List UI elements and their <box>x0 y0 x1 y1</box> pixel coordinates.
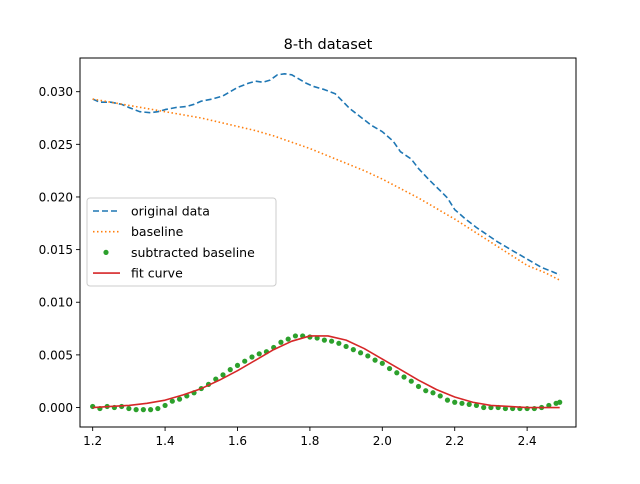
series-line-fit-curve <box>92 335 560 409</box>
data-point <box>133 407 139 413</box>
plot-area <box>90 72 563 413</box>
data-point <box>155 405 161 412</box>
data-point <box>481 404 487 411</box>
y-tick-label: 0.005 <box>39 348 73 362</box>
y-tick-label: 0.015 <box>39 243 73 257</box>
data-point <box>386 365 393 372</box>
data-point <box>321 337 327 343</box>
data-point <box>452 399 458 405</box>
data-point <box>176 396 183 402</box>
data-point <box>415 383 422 390</box>
data-point <box>234 362 241 369</box>
x-tick-label: 2.4 <box>518 434 537 448</box>
data-point <box>557 399 563 405</box>
data-point <box>285 336 291 342</box>
data-point <box>278 339 284 345</box>
y-axis: 0.000 0.005 0.010 0.015 0.020 0.025 0.030 <box>39 85 80 415</box>
data-point <box>423 388 429 394</box>
data-point <box>350 347 356 353</box>
y-tick-label: 0.025 <box>39 138 73 152</box>
x-tick-label: 1.2 <box>83 434 102 448</box>
y-tick-label: 0.000 <box>39 401 73 415</box>
data-point <box>444 397 451 403</box>
series-line-baseline <box>92 98 561 281</box>
data-point <box>379 360 385 366</box>
data-point <box>430 390 436 396</box>
y-tick-label: 0.010 <box>39 296 73 310</box>
data-point <box>169 398 175 404</box>
data-point <box>220 372 226 378</box>
legend-label: baseline <box>131 224 184 239</box>
data-point <box>365 353 371 359</box>
data-point <box>314 335 320 341</box>
series-line-original-data <box>92 72 561 276</box>
data-point <box>126 405 132 412</box>
data-point <box>473 402 480 409</box>
data-point <box>148 407 154 413</box>
data-point <box>227 367 233 373</box>
y-tick-label: 0.020 <box>39 190 73 204</box>
data-point <box>401 374 407 380</box>
data-point <box>336 340 342 346</box>
chart-title: 8-th dataset <box>284 37 373 53</box>
legend-box <box>86 197 277 287</box>
x-tick-label: 2.0 <box>373 434 392 448</box>
legend: original data baseline subtracted baseline… <box>86 197 277 287</box>
x-tick-label: 1.6 <box>228 434 247 448</box>
data-point <box>329 338 335 344</box>
data-point <box>394 370 400 376</box>
data-point <box>459 400 465 406</box>
x-axis: 1.2 1.4 1.6 1.8 2.0 2.2 2.4 <box>83 427 537 448</box>
data-point <box>437 393 443 399</box>
x-tick-label: 1.8 <box>300 434 319 448</box>
data-point <box>162 402 168 409</box>
data-point <box>140 407 146 413</box>
axes-frame <box>79 57 577 428</box>
x-tick-label: 2.2 <box>445 434 464 448</box>
data-point <box>90 403 96 410</box>
data-point <box>292 333 299 339</box>
data-point <box>242 358 248 364</box>
data-point <box>256 351 262 357</box>
data-point <box>343 343 349 350</box>
data-point <box>502 405 508 412</box>
data-point <box>372 357 378 363</box>
data-point <box>466 401 472 407</box>
data-point <box>408 378 414 384</box>
legend-label: fit curve <box>131 266 183 281</box>
data-point <box>249 354 255 360</box>
data-point <box>357 350 364 356</box>
legend-label: original data <box>131 204 210 219</box>
x-tick-label: 1.4 <box>156 434 175 448</box>
y-tick-label: 0.030 <box>39 85 73 99</box>
legend-label: subtracted baseline <box>131 245 255 260</box>
legend-marker <box>103 249 109 255</box>
